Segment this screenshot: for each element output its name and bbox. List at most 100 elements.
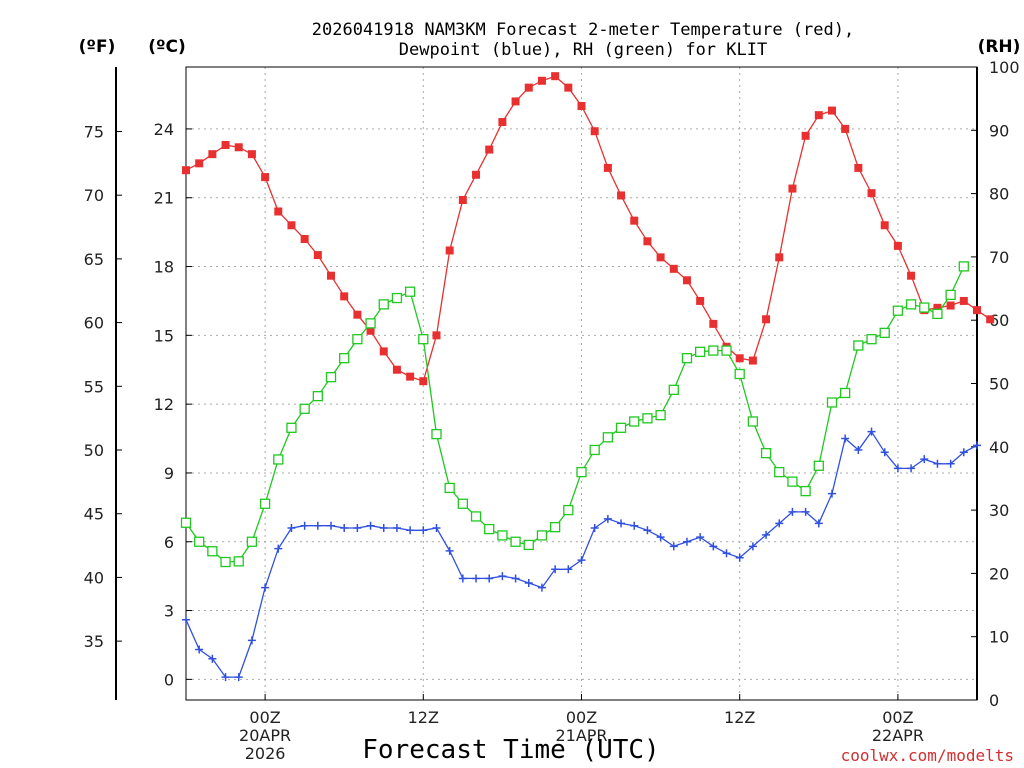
rh-point [484, 523, 495, 535]
dewpoint-point [893, 464, 902, 473]
rh-tick-label: 30 [989, 501, 1009, 520]
dewpoint-point [775, 519, 784, 528]
rh-point [721, 345, 732, 356]
rh-point [655, 409, 666, 421]
dewpoint-point [366, 521, 375, 530]
temperature-point [656, 253, 665, 262]
temperature-point [907, 271, 916, 280]
rh-point [180, 517, 192, 528]
rh-point [194, 536, 205, 547]
rh-tick-label: 0 [989, 691, 999, 710]
temperature-point [419, 377, 428, 386]
fahrenheit-tick-label: 35 [84, 632, 104, 651]
rh-point [510, 536, 521, 547]
temperature-point [801, 131, 810, 140]
rh-point [549, 522, 561, 533]
dewpoint-point [524, 579, 533, 588]
temperature-point [986, 315, 995, 324]
dewpoint-point [551, 565, 560, 574]
rh-point [220, 556, 231, 568]
dewpoint-point [406, 526, 415, 535]
dewpoint-point [537, 583, 546, 592]
celsius-tick-label: 12 [154, 395, 174, 414]
dewpoint-point [313, 521, 322, 530]
dewpoint-point [327, 521, 336, 530]
temperature-point [735, 354, 744, 363]
chart-title-line1: 2026041918 NAM3KM Forecast 2-meter Tempe… [312, 20, 854, 40]
rh-tick-label: 70 [989, 248, 1009, 267]
temperature-point [973, 306, 981, 315]
rh-tick-label: 20 [989, 564, 1009, 583]
temperature-point [775, 253, 784, 262]
dewpoint-point [511, 574, 520, 583]
temperature-point [524, 83, 533, 92]
celsius-tick-label: 6 [164, 533, 174, 552]
dewpoint-point [261, 583, 270, 592]
rh-line [185, 266, 965, 563]
fahrenheit-tick-label: 75 [84, 122, 104, 141]
rh-point [431, 428, 442, 440]
temperature-point [617, 191, 626, 200]
dewpoint-point [208, 654, 217, 663]
temperature-point [300, 235, 309, 244]
temperature-point [669, 264, 678, 273]
x-tick-date-label: 20APR [239, 726, 291, 745]
rh-point [615, 422, 627, 433]
temperature-point [366, 326, 375, 335]
dewpoint-point [959, 448, 968, 457]
celsius-tick-label: 18 [154, 258, 174, 277]
rh-tick-label: 50 [989, 375, 1009, 394]
temperature-point [208, 150, 217, 159]
temperature-point [696, 296, 705, 305]
dewpoint-point [445, 546, 454, 555]
dewpoint-point [458, 574, 467, 583]
temperature-point [537, 76, 546, 85]
x-tick-label: 12Z [724, 708, 755, 727]
temperature-point [551, 72, 560, 81]
dewpoint-point [340, 523, 349, 532]
rh-point [747, 416, 759, 427]
temperature-point [406, 372, 415, 381]
rh-point [642, 413, 653, 424]
rh-point [536, 530, 548, 541]
temperature-point [182, 166, 190, 175]
rh-point [734, 368, 745, 380]
dewpoint-point [221, 673, 230, 682]
fahrenheit-tick-label: 45 [84, 505, 104, 524]
temperature-point [630, 216, 639, 225]
temperature-point [946, 301, 955, 310]
x-tick-date-label: 22APR [872, 726, 924, 745]
x-tick-label: 12Z [408, 708, 439, 727]
dewpoint-point [379, 523, 388, 532]
temperature-point [221, 140, 230, 149]
dewpoint-point [643, 526, 652, 535]
rh-point [391, 292, 403, 304]
dewpoint-point [867, 427, 876, 436]
celsius-unit-label: (ºC) [148, 37, 186, 57]
rh-point [246, 536, 258, 547]
series-layer [180, 72, 995, 682]
temperature-point [577, 101, 586, 110]
temperature-point [682, 276, 691, 285]
credit-text: coolwx.com/modelts [841, 746, 1014, 765]
rh-point [866, 334, 877, 345]
rh-point [589, 444, 600, 456]
temperature-point [893, 241, 902, 250]
rh-point [404, 286, 416, 297]
celsius-tick-label: 0 [164, 670, 174, 689]
rh-point [563, 504, 574, 516]
rh-point [708, 345, 719, 356]
rh-point [418, 334, 429, 345]
rh-point [905, 299, 917, 310]
temperature-point [590, 127, 599, 136]
temperature-point [709, 319, 718, 328]
celsius-tick-label: 24 [154, 120, 174, 139]
dewpoint-point [827, 489, 836, 498]
fahrenheit-tick-label: 60 [84, 314, 104, 333]
rh-point [273, 454, 284, 465]
rh-point [352, 334, 363, 345]
celsius-tick-label: 15 [154, 326, 174, 345]
celsius-tick-label: 21 [154, 189, 174, 208]
